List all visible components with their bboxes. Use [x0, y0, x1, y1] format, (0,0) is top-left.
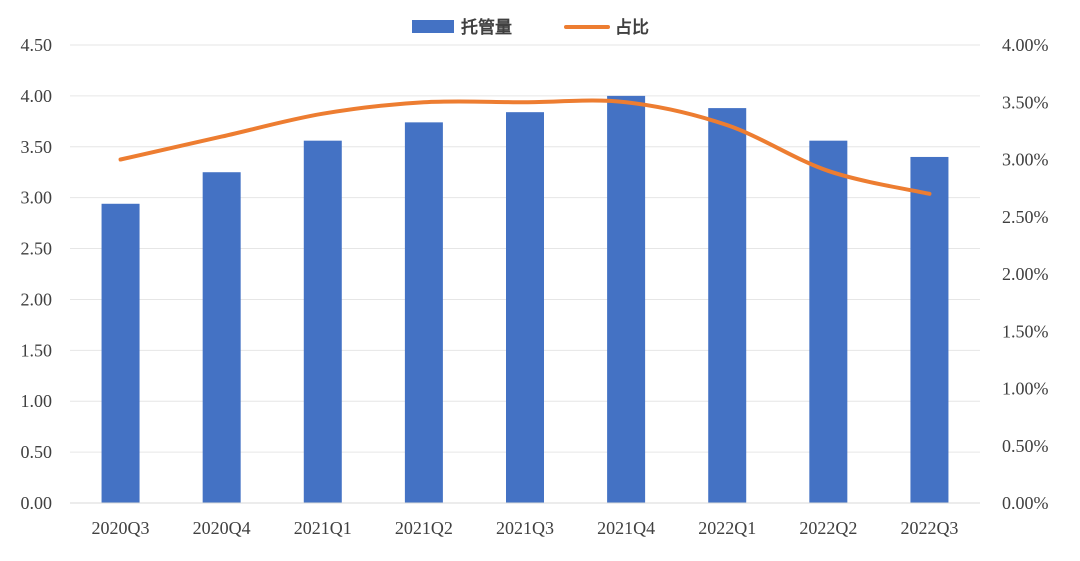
y-left-tick-label: 2.00	[21, 289, 53, 309]
y-left-tick-label: 0.00	[21, 493, 53, 513]
x-tick-label: 2022Q1	[698, 518, 756, 538]
bar-2021Q3	[506, 112, 544, 503]
legend-label-bar: 托管量	[461, 17, 512, 38]
bar-2021Q2	[404, 122, 443, 504]
axes: 0.00 0.50 1.00 1.50 2.00 2.50 3.00 3.50 4.00 4.50…	[21, 35, 1049, 538]
bar-2020Q3	[101, 203, 140, 504]
bar-2022Q3	[910, 156, 949, 503]
bar-2022Q2	[809, 140, 848, 503]
x-tick-label: 2022Q2	[799, 518, 857, 538]
y-right-tick-label: 2.00%	[1002, 264, 1049, 284]
y-right-tick-label: 4.00%	[1002, 35, 1049, 55]
y-right-tick-label: 0.00%	[1002, 493, 1049, 513]
x-tick-label: 2020Q4	[193, 518, 251, 538]
y-left-tick-label: 3.50	[21, 137, 53, 157]
y-left-tick-label: 3.00	[21, 188, 53, 208]
legend-bar-swatch	[412, 20, 454, 33]
x-tick-label: 2021Q2	[395, 518, 453, 538]
x-tick-label: 2021Q1	[294, 518, 352, 538]
bar-2021Q4	[607, 95, 646, 503]
x-tick-label: 2020Q3	[92, 518, 150, 538]
y-left-tick-label: 1.50	[21, 340, 53, 360]
legend: 托管量 占比	[412, 17, 649, 38]
y-right-tick-label: 3.50%	[1002, 92, 1049, 112]
y-right-tick-label: 3.00%	[1002, 150, 1049, 170]
y-left-tick-label: 2.50	[21, 239, 53, 259]
line-series	[118, 98, 932, 196]
y-left-tick-label: 4.00	[21, 86, 53, 106]
bar-2021Q1	[303, 140, 342, 503]
y-left-tick-label: 1.00	[21, 391, 53, 411]
y-right-tick-label: 1.50%	[1002, 321, 1049, 341]
bar-2022Q1	[708, 108, 747, 503]
x-tick-label: 2021Q4	[597, 518, 655, 538]
y-left-tick-label: 4.50	[21, 35, 53, 55]
x-tick-label: 2022Q3	[900, 518, 958, 538]
x-tick-label: 2021Q3	[496, 518, 554, 538]
y-right-tick-label: 0.50%	[1002, 436, 1049, 456]
y-left-tick-label: 0.50	[21, 442, 53, 462]
bar-2020Q4	[202, 172, 241, 503]
y-right-tick-label: 1.00%	[1002, 379, 1049, 399]
legend-items: 托管量 占比	[412, 17, 649, 38]
legend-label-line: 占比	[615, 17, 649, 38]
y-right-tick-label: 2.50%	[1002, 207, 1049, 227]
bar-series	[101, 95, 949, 504]
